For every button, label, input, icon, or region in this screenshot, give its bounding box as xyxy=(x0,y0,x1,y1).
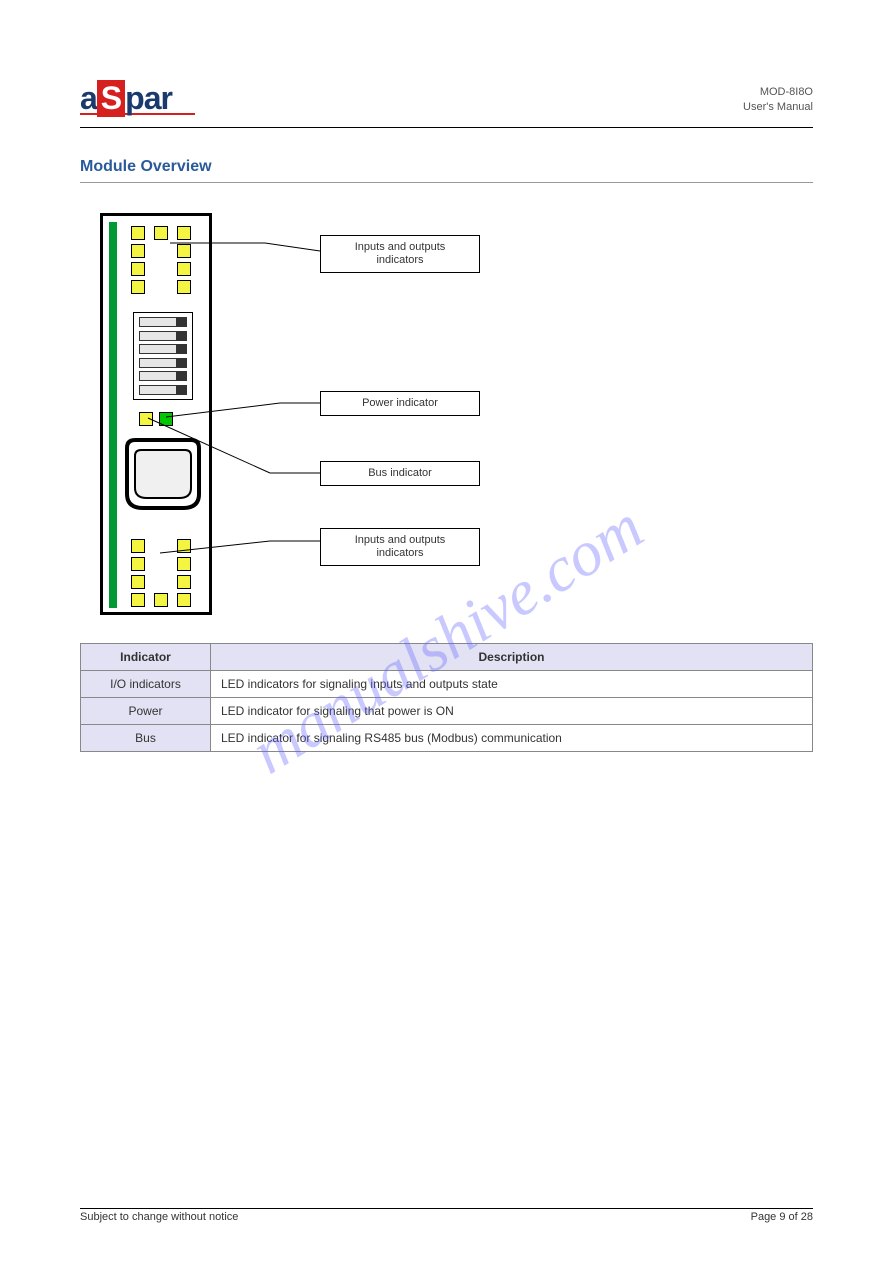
doc-type: User's Manual xyxy=(743,100,813,115)
footer: Subject to change without notice Page 9 … xyxy=(80,1208,813,1223)
footer-page: Page 9 of 28 xyxy=(751,1211,813,1223)
logo-s: S xyxy=(97,80,125,117)
logo-par: par xyxy=(125,80,172,116)
table-row: Bus LED indicator for signaling RS485 bu… xyxy=(81,725,813,752)
header-subtitle: MOD-8I8O User's Manual xyxy=(743,85,813,116)
col-description: Description xyxy=(211,644,813,671)
table-row: Power LED indicator for signaling that p… xyxy=(81,698,813,725)
led-grid-top xyxy=(131,226,191,298)
section-title: Module Overview xyxy=(80,158,813,176)
logo: aSpar xyxy=(80,80,195,115)
module-diagram: Inputs and outputs indicators Power indi… xyxy=(100,213,813,633)
logo-a: a xyxy=(80,80,97,116)
pcb-strip xyxy=(109,222,117,608)
indicator-table: Indicator Description I/O indicators LED… xyxy=(80,643,813,752)
status-leds xyxy=(139,412,173,426)
led-grid-bottom xyxy=(131,539,191,611)
footer-divider xyxy=(80,1208,813,1209)
dip-switch xyxy=(133,312,193,400)
power-led-icon xyxy=(159,412,173,426)
header-divider xyxy=(80,127,813,128)
device-outline xyxy=(100,213,212,615)
callout-io-bottom: Inputs and outputs indicators xyxy=(320,528,480,566)
dsub-connector-icon xyxy=(125,438,201,512)
footer-left: Subject to change without notice xyxy=(80,1211,238,1223)
product-code: MOD-8I8O xyxy=(743,85,813,100)
section-divider xyxy=(80,182,813,183)
table-header-row: Indicator Description xyxy=(81,644,813,671)
col-indicator: Indicator xyxy=(81,644,211,671)
callout-power: Power indicator xyxy=(320,391,480,416)
callout-bus: Bus indicator xyxy=(320,461,480,486)
table-row: I/O indicators LED indicators for signal… xyxy=(81,671,813,698)
bus-led-icon xyxy=(139,412,153,426)
callout-io-top: Inputs and outputs indicators xyxy=(320,235,480,273)
